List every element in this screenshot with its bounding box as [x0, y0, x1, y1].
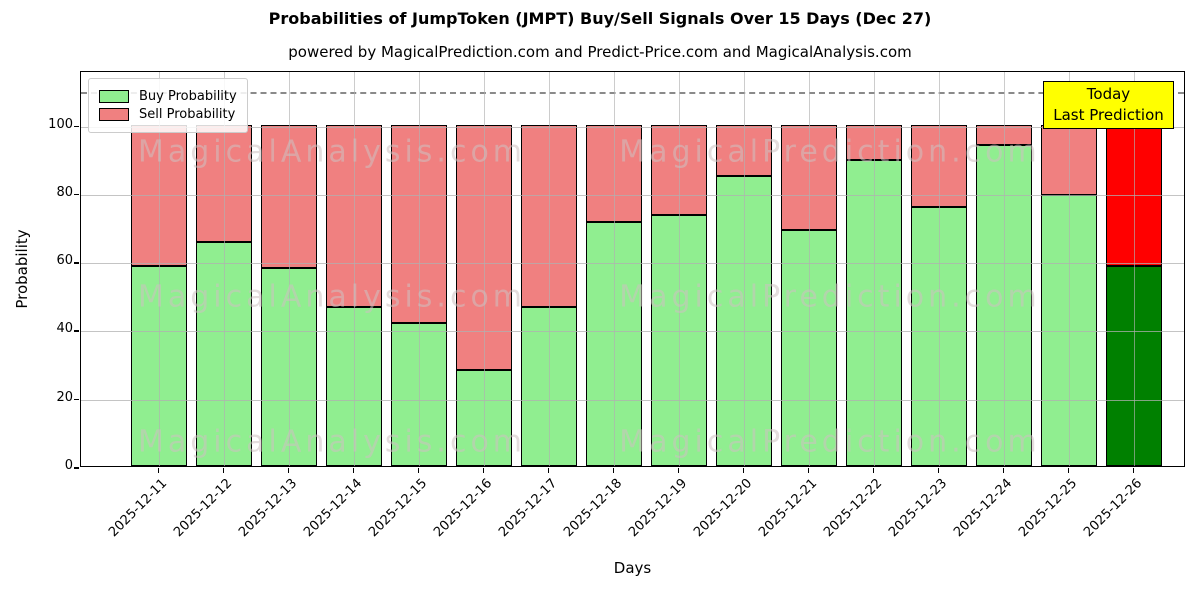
- x-tick-mark: [547, 468, 549, 473]
- x-tick-label: 2025-12-20: [691, 476, 756, 541]
- y-tick-label: 40: [56, 321, 73, 337]
- y-tick-label: 0: [64, 458, 73, 473]
- legend-item: Buy Probability: [99, 89, 237, 104]
- gridline-horizontal: [81, 331, 1184, 333]
- y-tick-label: 100: [48, 116, 73, 132]
- x-tick-label: 2025-12-15: [366, 476, 431, 541]
- legend-item-label: Sell Probability: [139, 107, 236, 122]
- y-tick-label: 20: [56, 389, 73, 405]
- x-tick-label: 2025-12-26: [1081, 476, 1146, 541]
- x-tick-mark: [157, 468, 159, 473]
- y-tick-mark: [74, 125, 79, 128]
- chart-title: Probabilities of JumpToken (JMPT) Buy/Se…: [268, 9, 932, 28]
- legend: Buy Probability Sell Probability: [88, 78, 248, 133]
- x-tick-mark: [807, 468, 809, 473]
- gridline-vertical: [158, 72, 160, 466]
- x-axis-label: Days: [613, 559, 652, 577]
- watermark-text: MagicalAnalysis.com: [137, 134, 527, 170]
- legend-item: Sell Probability: [99, 107, 237, 122]
- gridline-vertical: [353, 72, 355, 466]
- gridline-horizontal: [81, 399, 1184, 401]
- dashed-reference-line: [81, 92, 1184, 95]
- x-tick-label: 2025-12-22: [821, 476, 886, 541]
- gridline-vertical: [613, 72, 615, 466]
- x-tick-mark: [937, 468, 939, 473]
- x-tick-mark: [612, 468, 614, 473]
- legend-swatch: [99, 90, 129, 103]
- y-tick-label: 60: [56, 253, 73, 269]
- y-tick-mark: [74, 330, 79, 332]
- legend-swatch: [99, 108, 129, 121]
- gridline-vertical: [1003, 72, 1005, 466]
- today-annotation-line2: Last Prediction: [1053, 106, 1164, 124]
- watermark-text: MagicalAnalysis.com: [137, 279, 527, 315]
- x-tick-label: 2025-12-23: [886, 476, 951, 541]
- gridline-horizontal: [81, 263, 1184, 265]
- gridline-horizontal: [81, 126, 1184, 128]
- x-tick-label: 2025-12-12: [171, 476, 236, 541]
- gridline-vertical: [938, 72, 940, 466]
- x-tick-label: 2025-12-11: [106, 476, 171, 541]
- x-tick-mark: [677, 468, 679, 473]
- x-tick-mark: [352, 468, 354, 473]
- y-tick-mark: [74, 467, 79, 469]
- gridline-vertical: [1133, 72, 1135, 466]
- x-tick-mark: [1067, 468, 1069, 473]
- x-tick-mark: [287, 468, 289, 473]
- today-annotation-line1: Today: [1086, 85, 1131, 103]
- gridline-vertical: [873, 72, 875, 466]
- legend-item-label: Buy Probability: [139, 89, 237, 104]
- x-tick-label: 2025-12-14: [301, 476, 366, 541]
- gridline-vertical: [288, 72, 290, 466]
- gridline-vertical: [743, 72, 745, 466]
- x-tick-label: 2025-12-21: [756, 476, 821, 541]
- y-tick-mark: [74, 193, 79, 196]
- x-tick-mark: [482, 468, 484, 473]
- today-annotation: Today Last Prediction: [1043, 81, 1174, 129]
- x-tick-label: 2025-12-19: [626, 476, 691, 541]
- y-tick-mark: [74, 262, 79, 264]
- chart-subtitle: powered by MagicalPrediction.com and Pre…: [288, 43, 912, 61]
- x-tick-mark: [742, 468, 744, 473]
- x-tick-label: 2025-12-17: [496, 476, 561, 541]
- watermark-text: MagicalPrediction.com: [619, 424, 1041, 460]
- x-tick-label: 2025-12-18: [561, 476, 626, 541]
- gridline-vertical: [678, 72, 680, 466]
- y-tick-label: 80: [56, 184, 73, 200]
- gridline-vertical: [418, 72, 420, 466]
- x-tick-mark: [222, 468, 224, 473]
- x-tick-mark: [1132, 468, 1134, 473]
- x-tick-mark: [417, 468, 419, 473]
- x-tick-label: 2025-12-16: [431, 476, 496, 541]
- gridline-vertical: [808, 72, 810, 466]
- gridline-horizontal: [81, 194, 1184, 196]
- gridline-vertical: [1068, 72, 1070, 466]
- plot-area: Buy Probability Sell Probability Today La…: [80, 71, 1185, 467]
- watermark-text: MagicalPrediction.com: [619, 279, 1041, 315]
- watermark-text: MagicalAnalysis.com: [137, 424, 527, 460]
- y-tick-mark: [74, 398, 79, 401]
- x-tick-mark: [872, 468, 874, 473]
- gridline-vertical: [548, 72, 550, 466]
- gridline-vertical: [483, 72, 485, 466]
- x-tick-label: 2025-12-25: [1016, 476, 1081, 541]
- gridline-vertical: [223, 72, 225, 466]
- y-axis-label: Probability: [13, 229, 31, 309]
- x-tick-mark: [1002, 468, 1004, 473]
- watermark-text: MagicalPrediction.com: [619, 134, 1041, 170]
- x-tick-label: 2025-12-13: [236, 476, 301, 541]
- x-tick-label: 2025-12-24: [951, 476, 1016, 541]
